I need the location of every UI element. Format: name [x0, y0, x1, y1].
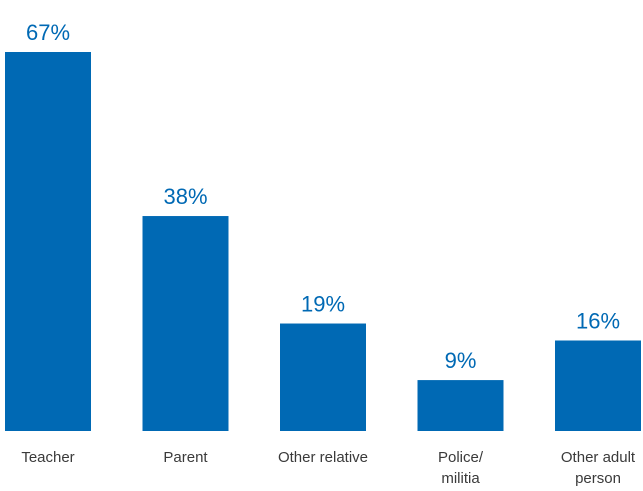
category-label-other-relative: Other relative — [278, 449, 368, 466]
value-label-parent: 38% — [163, 184, 207, 209]
value-label-police-militia: 9% — [445, 348, 477, 373]
bar-other-relative — [280, 323, 366, 431]
category-label-police-militia-line-2: militia — [441, 470, 480, 487]
bar-parent — [142, 216, 229, 431]
category-labels-group: Teacher Parent Other relative Police/militi… — [21, 449, 636, 487]
bars-group — [5, 52, 641, 431]
bar-other-adult-person — [555, 340, 641, 431]
category-label-other-adult-person-line-2: person — [575, 470, 621, 487]
value-label-other-relative: 19% — [301, 292, 345, 317]
category-label-teacher: Teacher — [21, 449, 74, 466]
value-label-teacher: 67% — [26, 20, 70, 45]
category-label-police-militia-line-1: Police/ — [438, 449, 484, 466]
bar-police-militia — [417, 380, 504, 431]
category-label-parent: Parent — [163, 449, 208, 466]
category-label-other-adult-person-line-1: Other adult — [561, 449, 636, 466]
value-label-other-adult-person: 16% — [576, 308, 620, 333]
bar-teacher — [5, 52, 91, 431]
value-labels-group: 67% 38% 19% 9% 16% — [26, 20, 620, 373]
